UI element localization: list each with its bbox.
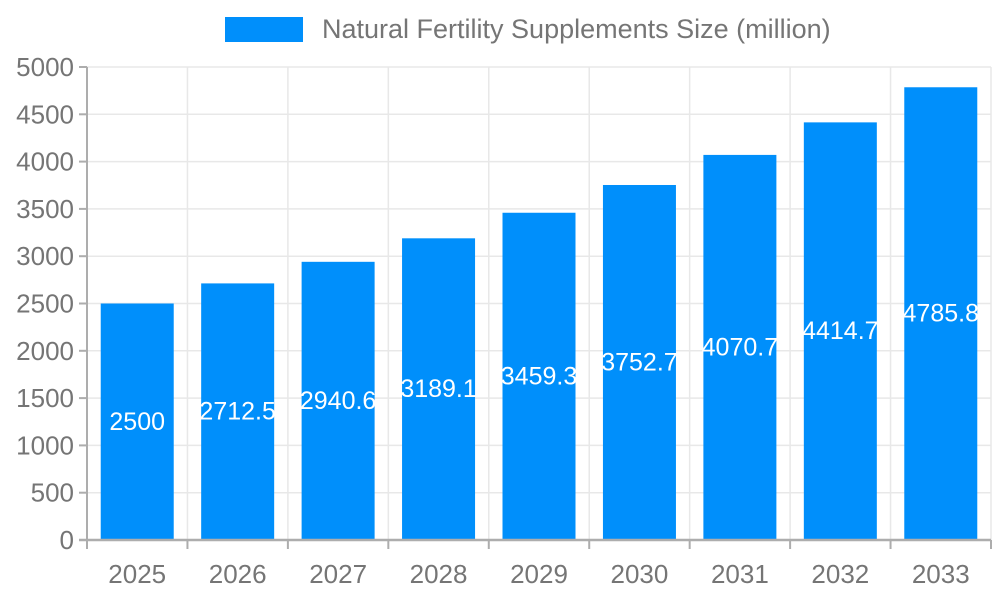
bar-value-label: 2940.6 [300, 387, 376, 415]
bar-value-label: 2500 [109, 408, 165, 436]
bar-2032[interactable] [803, 122, 877, 540]
x-tick-label: 2029 [510, 559, 568, 589]
x-tick-label: 2030 [611, 559, 669, 589]
y-tick-label: 4500 [16, 99, 74, 129]
bar-value-label: 3189.1 [400, 375, 476, 403]
y-tick-label: 1500 [16, 383, 74, 413]
legend-series-label: Natural Fertility Supplements Size (mill… [322, 14, 831, 44]
bar-value-label: 2712.5 [199, 398, 275, 426]
bar-value-label: 3459.3 [501, 362, 577, 390]
bar-value-label: 4785.8 [903, 300, 979, 328]
bar-2033[interactable] [904, 87, 978, 541]
y-tick-label: 3500 [16, 194, 74, 224]
bar-2025[interactable] [100, 303, 174, 541]
bar-2031[interactable] [703, 154, 777, 540]
bar-2029[interactable] [502, 212, 576, 540]
y-tick-label: 500 [31, 478, 74, 508]
bar-2028[interactable] [402, 238, 476, 540]
y-tick-label: 3000 [16, 241, 74, 271]
bar-2030[interactable] [602, 184, 676, 541]
y-tick-label: 4000 [16, 147, 74, 177]
legend-swatch-icon [225, 17, 303, 42]
bar-value-label: 4070.7 [702, 333, 778, 361]
x-tick-label: 2031 [711, 559, 769, 589]
chart-legend[interactable]: Natural Fertility Supplements Size (mill… [225, 14, 831, 45]
x-tick-label: 2025 [108, 559, 166, 589]
bar-value-label: 4414.7 [802, 317, 878, 345]
y-tick-label: 1000 [16, 430, 74, 460]
x-tick-label: 2026 [209, 559, 267, 589]
bar-2027[interactable] [301, 261, 375, 540]
x-tick-label: 2027 [309, 559, 367, 589]
bar-value-label: 3752.7 [601, 348, 677, 376]
y-tick-label: 2500 [16, 289, 74, 319]
x-tick-label: 2028 [410, 559, 468, 589]
y-tick-label: 2000 [16, 336, 74, 366]
y-tick-label: 5000 [16, 52, 74, 82]
x-tick-label: 2033 [912, 559, 970, 589]
bar-2026[interactable] [201, 283, 275, 540]
x-tick-label: 2032 [811, 559, 869, 589]
y-tick-label: 0 [60, 525, 74, 555]
